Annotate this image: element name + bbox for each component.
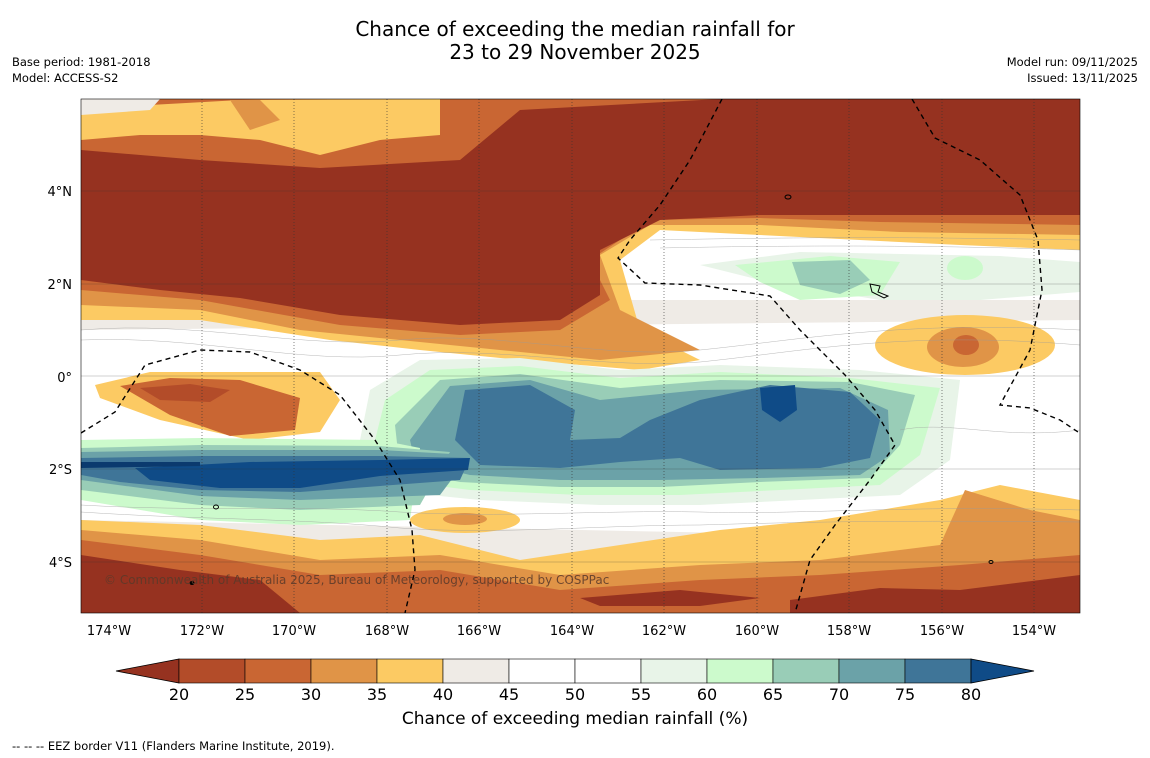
lat-tick-4n: 4°N — [48, 185, 73, 200]
island-kiritimati — [869, 283, 890, 299]
lat-tick-2n: 2°N — [48, 278, 73, 293]
lon-tick-162w: 162°W — [642, 624, 686, 639]
lon-tick-158w: 158°W — [827, 624, 871, 639]
cb-tick-45: 45 — [499, 685, 519, 704]
cb-tick-70: 70 — [829, 685, 849, 704]
lat-tick-2s: 2°S — [49, 463, 72, 478]
south-dry-25-far-east — [790, 575, 1080, 613]
base-period: Base period: 1981-2018 — [12, 55, 151, 69]
island-3 — [189, 581, 195, 585]
north-west-grey — [81, 99, 160, 115]
colorbar-seg-50-55 — [574, 658, 642, 684]
issued-date: Issued: 13/11/2025 — [1027, 71, 1138, 85]
eez-line-islands-west — [617, 99, 896, 613]
colorbar-seg-40-45 — [442, 658, 510, 684]
north-top-light — [81, 99, 440, 155]
colorbar-label: Chance of exceeding median rainfall (%) — [401, 709, 749, 729]
north-dry-25 — [81, 99, 1080, 325]
lat-tick-0: 0° — [57, 371, 72, 386]
meta-right: Model run: 09/11/2025 Issued: 13/11/2025 — [1007, 54, 1138, 86]
island-2 — [213, 504, 219, 510]
eez-footnote: -- -- -- EEZ border V11 (Flanders Marine… — [12, 739, 335, 753]
north-top-mid — [230, 100, 280, 130]
colorbar-seg-60-65 — [706, 658, 774, 684]
cb-tick-55: 55 — [631, 685, 651, 704]
lon-tick-164w: 164°W — [550, 624, 594, 639]
eez-line-islands-east — [911, 99, 1079, 433]
central-wet-85 — [760, 385, 797, 422]
contour-lines — [81, 237, 1080, 531]
cb-tick-35: 35 — [367, 685, 387, 704]
title-line-1: Chance of exceeding the median rainfall … — [355, 17, 795, 41]
east-dry-core — [953, 335, 979, 355]
south-central-dry-core — [443, 513, 487, 525]
colorbar-extend-high — [970, 658, 1035, 684]
model-run: Model run: 09/11/2025 — [1006, 55, 1138, 69]
colorbar-seg-65-70 — [772, 658, 840, 684]
cb-tick-20: 20 — [169, 685, 189, 704]
south-wet-85 — [135, 458, 470, 488]
north-wet-core — [792, 260, 870, 294]
cb-tick-40: 40 — [433, 685, 453, 704]
south-dry-25-east — [580, 590, 760, 606]
lon-tick-156w: 156°W — [920, 624, 964, 639]
model-name: Model: ACCESS-S2 — [12, 71, 119, 85]
lon-tick-174w: 174°W — [87, 624, 131, 639]
lon-tick-168w: 168°W — [365, 624, 409, 639]
colorbar-seg-70-75 — [838, 658, 906, 684]
cb-tick-75: 75 — [895, 685, 915, 704]
lon-tick-160w: 160°W — [735, 624, 779, 639]
colorbar-seg-20-25 — [178, 658, 246, 684]
eez-borders — [81, 99, 1079, 613]
colorbar: 20 25 30 35 40 45 50 55 60 65 70 75 80 — [115, 658, 1035, 704]
colorbar-seg-75-80 — [904, 658, 972, 684]
gridlines — [81, 99, 1080, 613]
lat-ticks: 4°N 2°N 0° 2°S 4°S — [48, 185, 73, 571]
lon-tick-154w: 154°W — [1012, 624, 1056, 639]
meta-left: Base period: 1981-2018 Model: ACCESS-S2 — [12, 54, 151, 86]
colorbar-seg-55-60 — [640, 658, 708, 684]
cb-tick-50: 50 — [565, 685, 585, 704]
cb-tick-65: 65 — [763, 685, 783, 704]
copyright-text: © Commonwealth of Australia 2025, Bureau… — [104, 573, 609, 587]
colorbar-seg-25-30 — [244, 658, 312, 684]
lon-tick-170w: 170°W — [272, 624, 316, 639]
colorbar-seg-45-50 — [508, 658, 576, 684]
cb-tick-30: 30 — [301, 685, 321, 704]
colorbar-extend-low — [115, 658, 180, 684]
cb-tick-25: 25 — [235, 685, 255, 704]
lon-ticks: 174°W 172°W 170°W 168°W 166°W 164°W 162°… — [87, 624, 1056, 639]
island-1 — [784, 194, 792, 200]
lon-tick-172w: 172°W — [180, 624, 224, 639]
map-frame — [80, 98, 1081, 614]
south-band-black — [81, 462, 200, 468]
lat-tick-4s: 4°S — [49, 556, 72, 571]
rainfall-map — [81, 99, 1080, 613]
eez-kiribati-phoenix — [81, 349, 416, 613]
title-line-2: 23 to 29 November 2025 — [449, 40, 701, 64]
west-dry-core — [140, 384, 230, 402]
colorbar-seg-35-40 — [376, 658, 444, 684]
colorbar-ticks: 20 25 30 35 40 45 50 55 60 65 70 75 80 — [169, 685, 981, 704]
lon-tick-166w: 166°W — [457, 624, 501, 639]
north-wet-east — [947, 256, 983, 280]
cb-tick-60: 60 — [697, 685, 717, 704]
colorbar-seg-30-35 — [310, 658, 378, 684]
map-title: Chance of exceeding the median rainfall … — [0, 18, 1150, 64]
island-4 — [988, 560, 994, 564]
cb-tick-80: 80 — [961, 685, 981, 704]
islands — [189, 194, 994, 585]
